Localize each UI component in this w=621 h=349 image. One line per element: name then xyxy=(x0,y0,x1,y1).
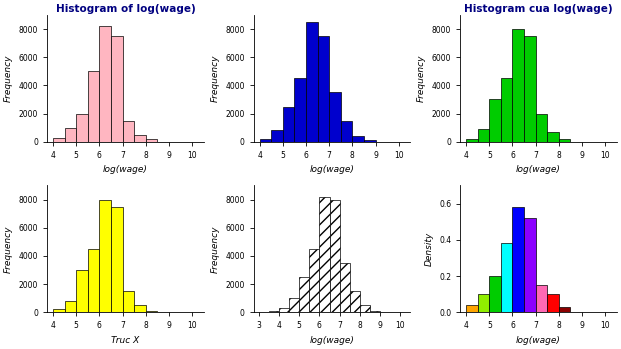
Bar xyxy=(559,139,571,142)
X-axis label: log(wage): log(wage) xyxy=(103,165,148,174)
Bar xyxy=(76,270,88,312)
Bar xyxy=(289,298,299,312)
Bar xyxy=(146,311,157,312)
Bar xyxy=(65,301,76,312)
Bar xyxy=(111,207,122,312)
Y-axis label: Frequency: Frequency xyxy=(4,54,13,102)
Y-axis label: Frequency: Frequency xyxy=(211,54,220,102)
Bar xyxy=(309,249,319,312)
Bar xyxy=(294,78,306,142)
Bar xyxy=(329,92,341,142)
Bar xyxy=(279,308,289,312)
Bar xyxy=(370,311,380,312)
Bar xyxy=(65,128,76,142)
Bar xyxy=(299,277,309,312)
Bar xyxy=(341,121,352,142)
X-axis label: Truc X: Truc X xyxy=(111,336,140,345)
Bar xyxy=(271,131,283,142)
Bar xyxy=(53,310,65,312)
Bar xyxy=(364,140,376,142)
Bar xyxy=(524,36,536,142)
Bar xyxy=(489,276,501,312)
Y-axis label: Density: Density xyxy=(425,232,433,266)
Bar xyxy=(306,22,317,142)
Bar xyxy=(352,136,364,142)
Bar xyxy=(317,36,329,142)
Bar xyxy=(99,200,111,312)
Bar xyxy=(524,218,536,312)
Bar xyxy=(99,26,111,142)
Bar xyxy=(489,99,501,142)
Bar xyxy=(122,121,134,142)
Title: Histogram of log(wage): Histogram of log(wage) xyxy=(56,4,196,14)
Bar xyxy=(260,139,271,142)
Bar xyxy=(283,106,294,142)
Bar xyxy=(466,305,478,312)
Bar xyxy=(319,197,330,312)
Bar xyxy=(360,305,370,312)
Bar xyxy=(269,311,279,312)
X-axis label: log(wage): log(wage) xyxy=(310,336,355,345)
Bar xyxy=(340,263,350,312)
Bar xyxy=(88,249,99,312)
Bar xyxy=(512,29,524,142)
Bar xyxy=(536,285,547,312)
Bar xyxy=(134,305,146,312)
Bar xyxy=(559,307,571,312)
Bar xyxy=(146,139,157,142)
Bar xyxy=(76,113,88,142)
Bar xyxy=(134,135,146,142)
Bar xyxy=(501,78,512,142)
Bar xyxy=(536,113,547,142)
X-axis label: log(wage): log(wage) xyxy=(516,336,561,345)
Bar xyxy=(478,294,489,312)
Y-axis label: Frequency: Frequency xyxy=(211,225,220,273)
Bar xyxy=(547,132,559,142)
Bar xyxy=(512,207,524,312)
Title: Histogram cua log(wage): Histogram cua log(wage) xyxy=(465,4,613,14)
Bar xyxy=(478,129,489,142)
X-axis label: log(wage): log(wage) xyxy=(310,165,355,174)
X-axis label: log(wage): log(wage) xyxy=(516,165,561,174)
Bar xyxy=(350,291,360,312)
Bar xyxy=(111,36,122,142)
Bar xyxy=(88,71,99,142)
Bar xyxy=(466,139,478,142)
Bar xyxy=(53,138,65,142)
Bar xyxy=(330,200,340,312)
Bar xyxy=(547,294,559,312)
Bar xyxy=(501,243,512,312)
Bar xyxy=(122,291,134,312)
Y-axis label: Frequency: Frequency xyxy=(417,54,426,102)
Y-axis label: Frequency: Frequency xyxy=(4,225,13,273)
